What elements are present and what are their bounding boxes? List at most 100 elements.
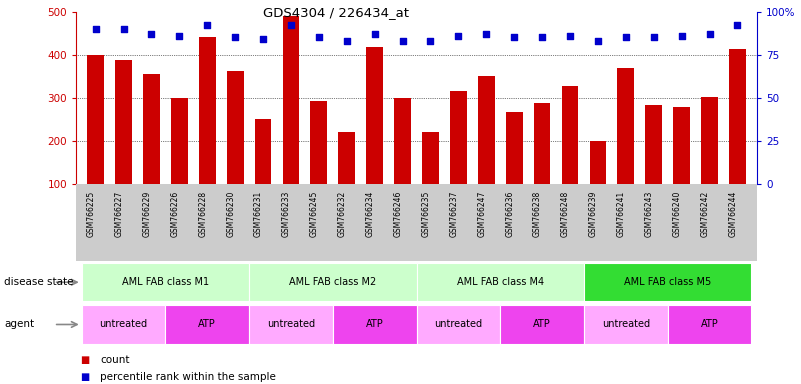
Text: GSM766245: GSM766245 bbox=[310, 190, 319, 237]
Bar bbox=[227, 71, 244, 227]
Point bbox=[508, 34, 521, 40]
Point bbox=[452, 33, 465, 39]
Point bbox=[89, 26, 102, 32]
Text: GSM766241: GSM766241 bbox=[617, 190, 626, 237]
Text: untreated: untreated bbox=[434, 319, 482, 329]
Text: GSM766230: GSM766230 bbox=[226, 190, 235, 237]
Point bbox=[256, 36, 269, 42]
Text: GSM766226: GSM766226 bbox=[171, 190, 179, 237]
Text: ATP: ATP bbox=[533, 319, 551, 329]
Text: GSM766244: GSM766244 bbox=[728, 190, 738, 237]
Bar bbox=[115, 60, 132, 227]
Text: percentile rank within the sample: percentile rank within the sample bbox=[100, 372, 276, 382]
Text: GSM766234: GSM766234 bbox=[366, 190, 375, 237]
Bar bbox=[366, 47, 383, 227]
Bar bbox=[283, 16, 300, 227]
Text: agent: agent bbox=[4, 319, 34, 329]
Bar bbox=[255, 119, 272, 227]
Bar bbox=[562, 86, 578, 227]
Bar bbox=[673, 108, 690, 227]
Text: AML FAB class M2: AML FAB class M2 bbox=[289, 277, 376, 287]
Bar bbox=[668, 305, 751, 344]
Point bbox=[229, 34, 242, 40]
Text: GSM766232: GSM766232 bbox=[338, 190, 347, 237]
Point bbox=[201, 22, 214, 28]
Text: untreated: untreated bbox=[267, 319, 315, 329]
Point bbox=[564, 33, 577, 39]
Bar bbox=[249, 263, 417, 301]
Bar bbox=[199, 37, 215, 227]
Bar bbox=[505, 112, 522, 227]
Text: GSM766243: GSM766243 bbox=[645, 190, 654, 237]
Text: GSM766240: GSM766240 bbox=[673, 190, 682, 237]
Text: untreated: untreated bbox=[99, 319, 147, 329]
Bar bbox=[501, 305, 584, 344]
Point bbox=[703, 31, 716, 37]
Text: untreated: untreated bbox=[602, 319, 650, 329]
Bar bbox=[311, 101, 328, 227]
Point bbox=[619, 34, 632, 40]
Bar bbox=[143, 74, 160, 227]
Text: ■: ■ bbox=[80, 355, 90, 365]
Text: GSM766227: GSM766227 bbox=[115, 190, 123, 237]
Text: GSM766242: GSM766242 bbox=[701, 190, 710, 237]
Text: GSM766229: GSM766229 bbox=[143, 190, 151, 237]
Point bbox=[284, 22, 297, 28]
Bar bbox=[171, 98, 187, 227]
Bar bbox=[450, 91, 467, 227]
Bar bbox=[422, 132, 439, 227]
Text: AML FAB class M1: AML FAB class M1 bbox=[122, 277, 209, 287]
Point bbox=[117, 26, 130, 32]
Text: GSM766228: GSM766228 bbox=[198, 190, 207, 237]
Point bbox=[396, 38, 409, 44]
Bar bbox=[618, 68, 634, 227]
Bar bbox=[590, 141, 606, 227]
Bar bbox=[394, 98, 411, 227]
Text: ATP: ATP bbox=[366, 319, 384, 329]
Point bbox=[340, 38, 353, 44]
Bar bbox=[533, 103, 550, 227]
Text: disease state: disease state bbox=[4, 277, 74, 287]
Bar bbox=[478, 76, 495, 227]
Point bbox=[424, 38, 437, 44]
Bar bbox=[584, 263, 751, 301]
Text: GSM766233: GSM766233 bbox=[282, 190, 291, 237]
Bar bbox=[332, 305, 417, 344]
Bar bbox=[584, 305, 668, 344]
Text: AML FAB class M4: AML FAB class M4 bbox=[457, 277, 544, 287]
Text: GDS4304 / 226434_at: GDS4304 / 226434_at bbox=[264, 6, 409, 19]
Bar bbox=[165, 305, 249, 344]
Text: GSM766239: GSM766239 bbox=[589, 190, 598, 237]
Point bbox=[675, 33, 688, 39]
Point bbox=[312, 34, 325, 40]
Bar bbox=[82, 305, 165, 344]
Text: ATP: ATP bbox=[199, 319, 216, 329]
Text: AML FAB class M5: AML FAB class M5 bbox=[624, 277, 711, 287]
Point bbox=[536, 34, 549, 40]
Text: GSM766225: GSM766225 bbox=[87, 190, 95, 237]
Text: GSM766248: GSM766248 bbox=[561, 190, 570, 237]
Point bbox=[731, 22, 744, 28]
Point bbox=[145, 31, 158, 37]
Text: GSM766246: GSM766246 bbox=[393, 190, 403, 237]
Text: GSM766238: GSM766238 bbox=[533, 190, 542, 237]
Bar bbox=[82, 263, 249, 301]
Bar bbox=[249, 305, 332, 344]
Text: count: count bbox=[100, 355, 130, 365]
Text: GSM766236: GSM766236 bbox=[505, 190, 514, 237]
Text: ATP: ATP bbox=[701, 319, 718, 329]
Text: GSM766231: GSM766231 bbox=[254, 190, 263, 237]
Bar bbox=[338, 132, 355, 227]
Bar bbox=[417, 305, 501, 344]
Text: ■: ■ bbox=[80, 372, 90, 382]
Text: GSM766235: GSM766235 bbox=[421, 190, 430, 237]
Point bbox=[647, 34, 660, 40]
Bar bbox=[701, 97, 718, 227]
Text: GSM766237: GSM766237 bbox=[449, 190, 458, 237]
Point bbox=[368, 31, 381, 37]
Bar bbox=[87, 55, 104, 227]
Point bbox=[480, 31, 493, 37]
Text: GSM766247: GSM766247 bbox=[477, 190, 486, 237]
Bar bbox=[646, 105, 662, 227]
Bar bbox=[417, 263, 584, 301]
